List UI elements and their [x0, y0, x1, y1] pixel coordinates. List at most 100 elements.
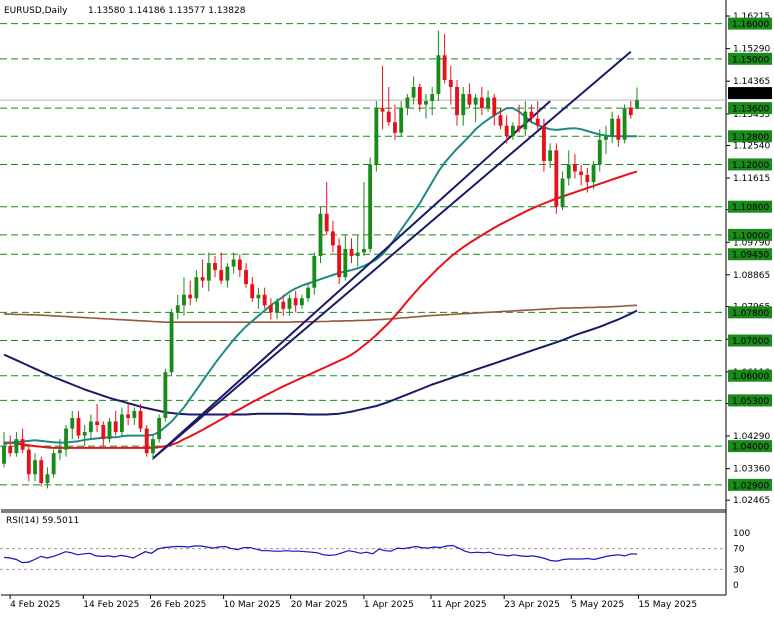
- candle-body: [151, 439, 155, 454]
- candle-body: [622, 108, 627, 140]
- x-tick-label: 4 Feb 2025: [10, 600, 60, 610]
- candle-body: [517, 125, 522, 130]
- candle-body: [299, 298, 304, 306]
- candle-body: [430, 94, 435, 102]
- level-tag-label: 1.05300: [732, 397, 769, 407]
- candle-body: [51, 453, 56, 475]
- candle-body: [411, 86, 416, 98]
- candle-body: [33, 460, 37, 475]
- level-tag-bg: [728, 394, 772, 407]
- candle-body: [57, 449, 62, 454]
- candle-body: [219, 270, 224, 281]
- level-tag-label: 1.15000: [732, 55, 769, 65]
- x-tick-label: 15 May 2025: [638, 600, 697, 610]
- candle-body: [573, 164, 577, 172]
- y-tick-label: 1.16215: [733, 12, 770, 22]
- candle-body: [256, 294, 261, 299]
- candle-body: [461, 94, 466, 116]
- candle-body: [467, 94, 472, 105]
- trendline: [152, 51, 632, 460]
- ma-200-line: [4, 304, 638, 324]
- level-tag-bg: [728, 248, 772, 261]
- level-tag-bg: [728, 228, 772, 241]
- candle-body: [492, 97, 497, 116]
- level-tag-bg: [728, 306, 772, 319]
- candle-body: [138, 410, 143, 429]
- candle-body: [610, 118, 615, 137]
- candle-body: [399, 108, 404, 133]
- level-tag-bg: [728, 52, 772, 65]
- level-tag-label: 1.07000: [732, 337, 769, 347]
- candle-body: [628, 108, 633, 116]
- x-tick-label: 5 May 2025: [571, 600, 624, 610]
- rsi-axis-label: 30: [733, 565, 745, 575]
- candle-body: [442, 55, 447, 80]
- candle-body: [188, 294, 193, 299]
- y-tick-label: 1.14365: [733, 77, 770, 87]
- candle-body: [262, 294, 267, 306]
- candle-body: [616, 118, 621, 140]
- candle-body: [386, 111, 391, 123]
- candle-body: [8, 446, 13, 454]
- candle-body: [101, 425, 106, 440]
- candle-body: [20, 439, 25, 450]
- trendline: [152, 100, 551, 460]
- level-tag-label: 1.06000: [732, 372, 769, 382]
- candle-body: [324, 213, 329, 232]
- level-tag-label: 1.10800: [732, 203, 769, 213]
- rsi-line: [3, 544, 638, 564]
- candle-body: [107, 421, 112, 440]
- level-tag-label: 1.07800: [732, 309, 769, 319]
- candle-body: [436, 55, 441, 95]
- candle-body: [380, 108, 385, 112]
- candle-body: [157, 417, 162, 440]
- candle-body: [424, 101, 428, 105]
- candle-body: [417, 86, 422, 105]
- candle-body: [504, 125, 509, 137]
- level-tag-label: 1.09450: [732, 251, 769, 261]
- candle-body: [393, 122, 397, 133]
- rsi-axis-label: 100: [733, 529, 750, 539]
- level-tag-bg: [728, 478, 772, 491]
- y-tick-label: 1.15290: [733, 45, 770, 55]
- candle-body: [604, 136, 608, 140]
- candle-body: [448, 79, 453, 87]
- rsi-label: RSI(14) 59.5011: [6, 516, 79, 526]
- candle-body: [82, 432, 87, 436]
- candle-body: [293, 298, 298, 306]
- y-tick-label: 1.11615: [733, 174, 770, 184]
- candle-body: [237, 259, 242, 271]
- candle-body: [585, 175, 590, 183]
- candle-body: [591, 164, 596, 183]
- level-tag-bg: [728, 130, 772, 143]
- candle-body: [362, 248, 366, 253]
- level-tag-label: 1.12000: [732, 161, 769, 171]
- level-tag-label: 1.10000: [732, 231, 769, 241]
- x-tick-label: 11 Apr 2025: [431, 600, 487, 610]
- candle-body: [132, 410, 137, 418]
- symbol-label: EURUSD,Daily: [4, 6, 68, 16]
- candle-body: [45, 474, 50, 484]
- candle-body: [374, 108, 379, 165]
- rsi-axis-label: 70: [733, 545, 745, 555]
- level-tag-bg: [728, 158, 772, 171]
- candle-body: [312, 256, 317, 288]
- candle-body: [70, 417, 75, 429]
- candle-body: [541, 125, 546, 161]
- x-tick-label: 1 Apr 2025: [364, 600, 414, 610]
- candle-body: [579, 171, 584, 176]
- x-tick-label: 20 Mar 2025: [291, 600, 348, 610]
- candle-body: [560, 178, 565, 207]
- candle-body: [231, 259, 236, 267]
- y-tick-label: 1.02465: [733, 496, 770, 506]
- candle-body: [529, 111, 534, 119]
- candle-body: [225, 266, 230, 281]
- candle-body: [200, 277, 205, 281]
- candle-body: [318, 213, 323, 256]
- candle-body: [337, 245, 342, 278]
- candle-body: [119, 414, 124, 433]
- candle-body: [14, 439, 19, 454]
- candle-body: [275, 301, 279, 313]
